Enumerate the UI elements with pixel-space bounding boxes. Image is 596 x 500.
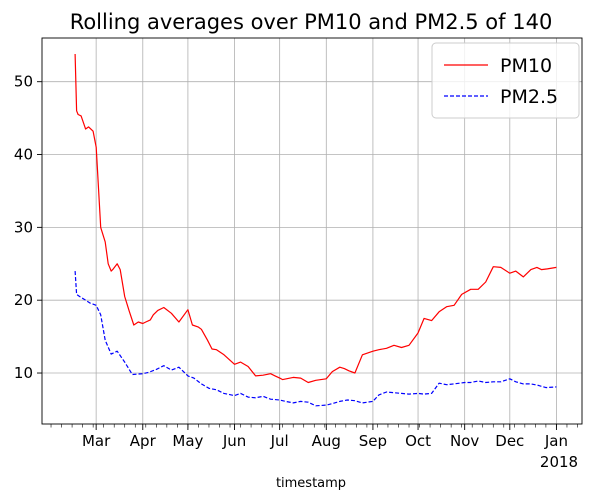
x-tick-label: Nov [450,432,479,450]
y-tick-label: 20 [14,291,33,309]
series-layer [74,53,557,407]
x-tick-label: Oct [405,432,431,450]
legend-label-pm10: PM10 [500,55,552,77]
y-tick-label: 50 [14,73,33,91]
x-tick-label: Jun [222,432,246,450]
series-line-pm25 [74,271,557,407]
x-tick-label: May [172,432,203,450]
series-line-pm10 [74,53,557,384]
axes [41,37,583,425]
x-tick-label: Sep [359,432,387,450]
x-tick-label: Dec [495,432,524,450]
legend-box [431,42,580,119]
x-year-label: 2018 [540,453,578,471]
x-tick-label: Jan [544,432,568,450]
legend-label-pm25: PM2.5 [500,86,558,108]
chart-title: Rolling averages over PM10 and PM2.5 of … [70,10,553,34]
legend: PM10 PM2.5 [431,42,580,119]
x-tick-label: Apr [130,432,157,450]
x-tick-label: Mar [82,432,111,450]
x-axis-label: timestamp [276,476,346,491]
ticks: Mar Apr May Jun Jul Aug Sep Oct Nov Dec Jan 10 20 30 4… [14,73,578,450]
plot-frame [41,37,583,425]
y-tick-label: 10 [14,364,33,382]
x-tick-label: Jul [270,432,289,450]
x-tick-label: Aug [312,432,341,450]
y-tick-label: 40 [14,146,33,164]
y-tick-label: 30 [14,218,33,236]
